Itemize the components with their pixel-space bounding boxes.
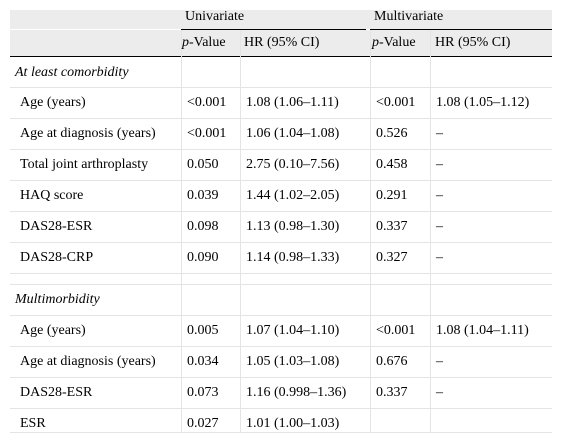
p-italic: p bbox=[372, 35, 379, 50]
row-separator bbox=[10, 149, 552, 150]
row-label: DAS28-ESR bbox=[20, 219, 93, 234]
univariate-hr: 1.01 (1.00–1.03) bbox=[246, 416, 340, 431]
univariate-hr: 1.05 (1.03–1.08) bbox=[246, 354, 340, 369]
row-separator bbox=[10, 432, 552, 433]
p-italic: p bbox=[182, 35, 189, 50]
column-separator bbox=[181, 30, 182, 433]
univariate-hr: 1.13 (0.98–1.30) bbox=[246, 219, 340, 234]
row-separator bbox=[10, 118, 552, 119]
row-separator bbox=[10, 273, 552, 274]
section-title: Multimorbidity bbox=[15, 292, 100, 307]
multivariate-p-value: 0.337 bbox=[376, 219, 408, 234]
multivariate-hr: – bbox=[436, 157, 443, 172]
multivariate-p-value: 0.458 bbox=[376, 157, 408, 172]
multivariate-rule bbox=[370, 29, 552, 30]
row-label: DAS28-CRP bbox=[20, 250, 94, 265]
multivariate-hr: – bbox=[436, 385, 443, 400]
multivariate-hr: 1.08 (1.05–1.12) bbox=[436, 95, 530, 110]
multivariate-hr: – bbox=[436, 354, 443, 369]
header-univariate: Univariate bbox=[185, 9, 245, 24]
multivariate-p-value: 0.337 bbox=[376, 385, 408, 400]
multivariate-p-value: 0.526 bbox=[376, 126, 408, 141]
univariate-p-value: 0.050 bbox=[187, 157, 219, 172]
row-label: ESR bbox=[20, 416, 46, 431]
univariate-p-value: <0.001 bbox=[187, 95, 227, 110]
multivariate-p-value: <0.001 bbox=[376, 95, 416, 110]
row-label: Age at diagnosis (years) bbox=[20, 126, 156, 141]
row-separator bbox=[10, 377, 552, 378]
multivariate-p-value: 0.291 bbox=[376, 188, 408, 203]
univariate-p-value: 0.034 bbox=[187, 354, 219, 369]
p-suffix: -Value bbox=[379, 35, 416, 50]
univariate-p-value: 0.073 bbox=[187, 385, 219, 400]
column-separator bbox=[430, 30, 431, 433]
header-bottom-rule bbox=[10, 56, 552, 57]
row-separator bbox=[10, 315, 552, 316]
header-univariate-p-value: p-Value bbox=[182, 35, 226, 51]
univariate-p-value: 0.027 bbox=[187, 416, 219, 431]
row-separator bbox=[10, 408, 552, 409]
univariate-hr: 1.44 (1.02–2.05) bbox=[246, 188, 340, 203]
row-separator bbox=[10, 242, 552, 243]
univariate-p-value: 0.090 bbox=[187, 250, 219, 265]
column-separator bbox=[240, 30, 241, 433]
multivariate-p-value: 0.327 bbox=[376, 250, 408, 265]
multivariate-hr: – bbox=[436, 250, 443, 265]
multivariate-hr: 1.08 (1.04–1.11) bbox=[436, 323, 529, 338]
multivariate-hr: – bbox=[436, 126, 443, 141]
univariate-hr: 1.14 (0.98–1.33) bbox=[246, 250, 340, 265]
univariate-hr: 1.16 (0.998–1.36) bbox=[246, 385, 347, 400]
multivariate-hr: – bbox=[436, 188, 443, 203]
univariate-hr: 2.75 (0.10–7.56) bbox=[246, 157, 340, 172]
header-group-row bbox=[10, 10, 552, 29]
row-separator bbox=[10, 180, 552, 181]
univariate-p-value: 0.098 bbox=[187, 219, 219, 234]
multivariate-p-value: 0.676 bbox=[376, 354, 408, 369]
row-label: Age (years) bbox=[20, 323, 86, 338]
row-separator bbox=[10, 211, 552, 212]
multivariate-hr: – bbox=[436, 219, 443, 234]
univariate-hr: 1.06 (1.04–1.08) bbox=[246, 126, 340, 141]
row-label: Age at diagnosis (years) bbox=[20, 354, 156, 369]
column-separator bbox=[370, 30, 371, 433]
header-multivariate-p-value: p-Value bbox=[372, 35, 416, 51]
p-suffix: -Value bbox=[189, 35, 226, 50]
row-label: HAQ score bbox=[20, 188, 84, 203]
row-separator bbox=[10, 346, 552, 347]
univariate-p-value: 0.005 bbox=[187, 323, 219, 338]
header-multivariate: Multivariate bbox=[374, 9, 444, 24]
header-multivariate-hr: HR (95% CI) bbox=[435, 35, 511, 50]
header-univariate-hr: HR (95% CI) bbox=[244, 35, 320, 50]
section-title: At least comorbidity bbox=[15, 65, 129, 80]
row-label: Total joint arthroplasty bbox=[20, 157, 149, 172]
multivariate-p-value: <0.001 bbox=[376, 323, 416, 338]
row-label: DAS28-ESR bbox=[20, 385, 93, 400]
univariate-hr: 1.08 (1.06–1.11) bbox=[246, 95, 339, 110]
row-separator bbox=[10, 284, 552, 285]
univariate-hr: 1.07 (1.04–1.10) bbox=[246, 323, 340, 338]
univariate-p-value: <0.001 bbox=[187, 126, 227, 141]
univariate-p-value: 0.039 bbox=[187, 188, 219, 203]
univariate-rule bbox=[181, 29, 366, 30]
row-separator bbox=[10, 87, 552, 88]
row-label: Age (years) bbox=[20, 95, 86, 110]
header-column-row bbox=[10, 30, 552, 56]
